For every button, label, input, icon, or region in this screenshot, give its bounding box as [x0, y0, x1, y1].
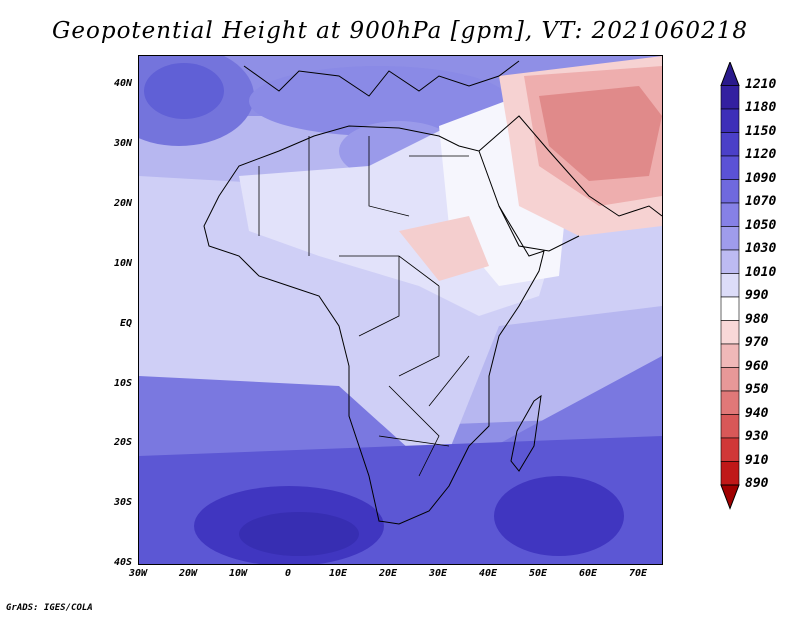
field-darker-nw	[144, 63, 224, 119]
colorbar-label: 1150	[745, 123, 777, 139]
colorbar-segment	[720, 85, 740, 110]
coastline-africa	[203, 125, 545, 525]
lon-tick-label: 20E	[378, 568, 398, 579]
colorbar-label: 980	[745, 311, 769, 327]
colorbar-segment	[720, 155, 740, 180]
field-dark-med	[249, 66, 509, 136]
lon-tick-label: 50E	[528, 568, 548, 579]
colorbar-segment	[720, 390, 740, 415]
colorbar-label: 940	[745, 405, 769, 421]
geopotential-map	[139, 56, 662, 564]
colorbar-label: 930	[745, 429, 769, 444]
coastline-arabia	[478, 115, 662, 252]
colorbar-segment	[720, 132, 740, 157]
colorbar-label: 960	[745, 358, 769, 374]
lon-tick-label: 70E	[628, 568, 648, 579]
lon-tick-label: 0	[284, 568, 292, 579]
colorbar-label: 970	[745, 335, 769, 350]
lat-tick-label: 20N	[113, 198, 132, 209]
colorbar-segment	[720, 367, 740, 392]
colorbar-label: 1210	[745, 76, 777, 92]
lat-tick-label: 30S	[113, 497, 132, 508]
colorbar-segment	[720, 320, 740, 345]
colorbar-label: 1030	[745, 241, 777, 256]
colorbar-segment	[720, 437, 740, 462]
field-south-core-w	[239, 512, 359, 556]
colorbar-label: 890	[745, 476, 769, 491]
lon-tick-label: 40E	[478, 568, 498, 579]
colorbar-segment	[720, 461, 740, 486]
colorbar-segment	[720, 414, 740, 439]
colorbar-segment	[720, 273, 740, 298]
field-red-pale-horn	[399, 216, 489, 281]
colorbar-segment	[720, 202, 740, 227]
lat-tick-label: 10N	[113, 258, 132, 269]
field-red-dark	[539, 86, 662, 181]
colorbar-label: 1010	[745, 264, 777, 280]
country-borders	[258, 136, 470, 477]
lat-tick-label: 10S	[113, 378, 132, 389]
colorbar-label: 1090	[745, 170, 777, 186]
colorbar-label: 990	[745, 288, 769, 303]
coastline-madagascar	[510, 394, 542, 472]
colorbar-label: 1120	[745, 147, 777, 162]
lon-tick-label: 30W	[128, 568, 148, 579]
colorbar-label: 950	[745, 382, 769, 397]
colorbar-top-triangle	[720, 62, 740, 86]
colorbar-label: 1180	[745, 100, 777, 115]
lat-tick-label: EQ	[119, 318, 132, 329]
colorbar-segment	[720, 108, 740, 133]
lat-tick-label: 30N	[113, 138, 132, 149]
colorbar-segment	[720, 226, 740, 251]
colorbar-graphic	[720, 62, 740, 510]
credit-text: GrADS: IGES/COLA	[6, 603, 93, 613]
lon-tick-label: 10W	[228, 568, 248, 579]
coastline-europe	[243, 60, 520, 97]
colorbar-label: 1050	[745, 217, 777, 233]
colorbar-bottom-triangle	[720, 484, 740, 510]
lat-tick-label: 40S	[113, 557, 132, 568]
colorbar-segment	[720, 296, 740, 321]
lat-tick-label: 40N	[113, 78, 132, 89]
map-panel	[138, 55, 663, 565]
colorbar-segment	[720, 249, 740, 274]
colorbar-segment	[720, 179, 740, 204]
lon-tick-label: 20W	[178, 568, 198, 579]
lon-tick-label: 60E	[578, 568, 598, 579]
colorbar-label: 910	[745, 452, 769, 468]
colorbar-label: 1070	[745, 194, 777, 209]
field-south-darkest-e	[494, 476, 624, 556]
lon-tick-label: 10E	[328, 568, 348, 579]
chart-title: Geopotential Height at 900hPa [gpm], VT:…	[52, 18, 748, 44]
lon-tick-label: 30E	[428, 568, 448, 579]
colorbar-segment	[720, 343, 740, 368]
lat-tick-label: 20S	[113, 437, 132, 448]
